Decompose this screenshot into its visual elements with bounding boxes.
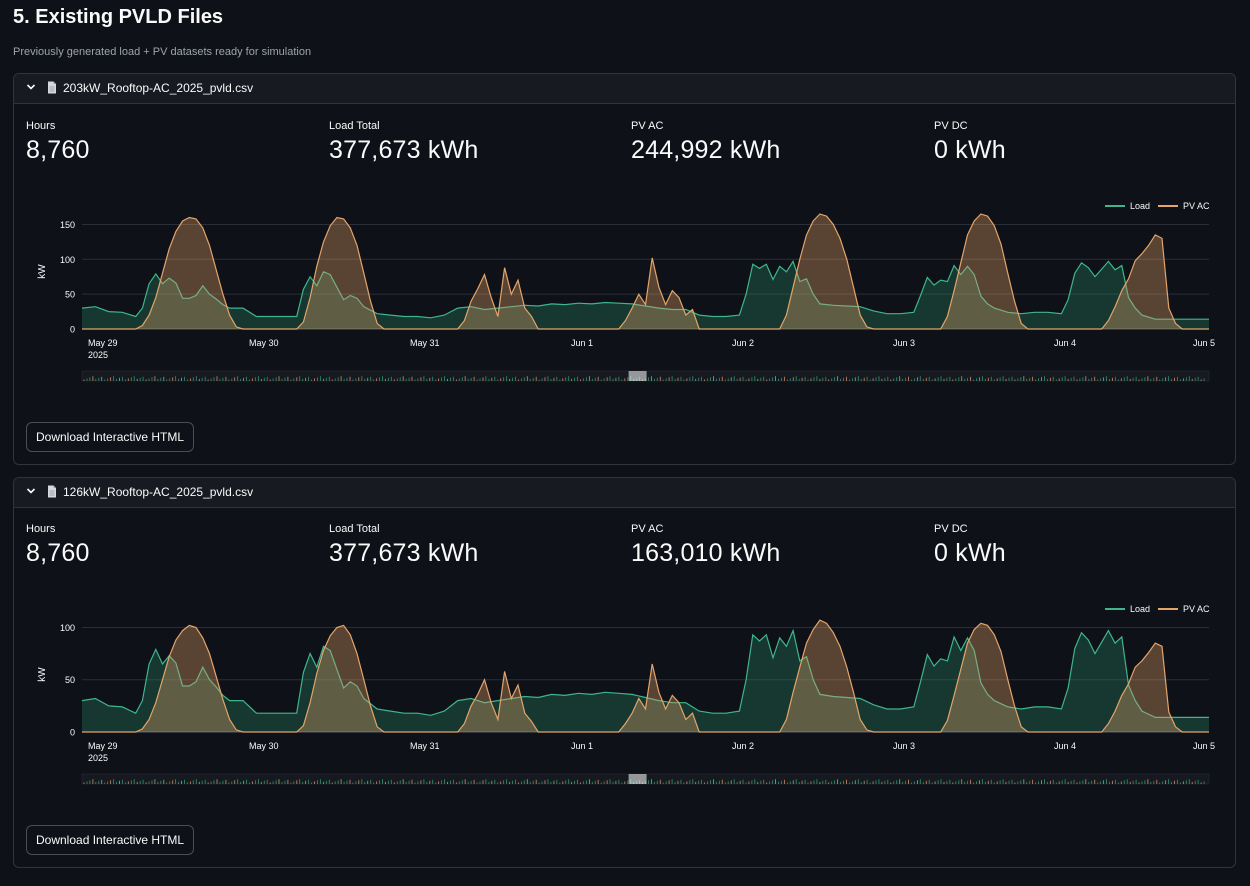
x-tick-sublabel: 2025 (88, 753, 108, 763)
x-tick-label: Jun 4 (1054, 338, 1076, 348)
x-tick-label: Jun 5 (1193, 741, 1215, 751)
file-name: 203kW_Rooftop-AC_2025_pvld.csv (63, 81, 254, 95)
legend-label-load: Load (1130, 201, 1150, 211)
x-tick-label: Jun 3 (893, 741, 915, 751)
y-axis-label: kW (37, 667, 48, 682)
x-tick-label: Jun 1 (571, 338, 593, 348)
metric-value: 377,673 kWh (329, 136, 479, 164)
metric-pv-dc: PV DC 0 kWh (934, 120, 1006, 165)
y-tick-label: 150 (60, 220, 75, 230)
y-tick-label: 100 (60, 623, 75, 633)
metric-label: Load Total (329, 523, 380, 535)
metric-value: 0 kWh (934, 136, 1006, 164)
metric-load-total: Load Total 377,673 kWh (329, 120, 479, 165)
chevron-down-icon[interactable] (26, 82, 36, 92)
y-tick-label: 0 (70, 325, 75, 335)
series-line-load (81, 628, 1209, 718)
x-tick-label: Jun 2 (732, 741, 754, 751)
x-tick-label: Jun 4 (1054, 741, 1076, 751)
legend-label-load: Load (1130, 604, 1150, 614)
metric-hours: Hours 8,760 (26, 523, 90, 568)
metric-pv-ac: PV AC 244,992 kWh (631, 120, 781, 165)
series-line-pv-ac (82, 213, 1209, 330)
expander-file-1: 203kW_Rooftop-AC_2025_pvld.csv Hours 8,7… (13, 73, 1236, 465)
file-icon (48, 81, 56, 94)
metric-value: 244,992 kWh (631, 136, 781, 164)
metric-label: PV DC (934, 120, 968, 132)
metric-value: 0 kWh (934, 539, 1006, 567)
y-axis-label: kW (37, 264, 48, 279)
x-tick-label: May 30 (249, 338, 279, 348)
series-line-pv-ac (82, 619, 1209, 733)
page-subtitle: Previously generated load + PV datasets … (13, 46, 312, 58)
legend-label-pv-ac: PV AC (1183, 604, 1210, 614)
range-slider-selection (628, 774, 647, 784)
x-tick-label: Jun 3 (893, 338, 915, 348)
metric-value: 163,010 kWh (631, 539, 781, 567)
page-title: 5. Existing PVLD Files (13, 6, 224, 28)
range-slider-marks (83, 376, 1205, 381)
metric-hours: Hours 8,760 (26, 120, 90, 165)
x-tick-label: Jun 5 (1193, 338, 1215, 348)
x-tick-label: May 29 (88, 741, 118, 751)
metric-pv-dc: PV DC 0 kWh (934, 523, 1006, 568)
metric-pv-ac: PV AC 163,010 kWh (631, 523, 781, 568)
load-pv-chart[interactable]: 0 50 100 150 kW May 29 2025 May 30 May 31 Jun 1 Ju… (14, 194, 1236, 389)
y-tick-label: 50 (65, 675, 75, 685)
metric-label: PV AC (631, 120, 664, 132)
y-tick-label: 100 (60, 255, 75, 265)
load-pv-chart[interactable]: 0 50 100 kW May 29 2025 May 30 May 31 Jun 1 Jun 2… (14, 597, 1236, 792)
range-slider-marks (83, 779, 1205, 784)
expander-header-2[interactable]: 126kW_Rooftop-AC_2025_pvld.csv (14, 478, 1235, 508)
metric-label: Load Total (329, 120, 380, 132)
expander-header-1[interactable]: 203kW_Rooftop-AC_2025_pvld.csv (14, 74, 1235, 104)
x-tick-label: May 29 (88, 338, 118, 348)
metric-load-total: Load Total 377,673 kWh (329, 523, 479, 568)
x-tick-label: May 31 (410, 338, 440, 348)
series-area-pv-ac (82, 620, 1209, 732)
metric-label: Hours (26, 120, 56, 132)
x-tick-label: Jun 2 (732, 338, 754, 348)
x-tick-sublabel: 2025 (88, 350, 108, 360)
series-line-load (81, 260, 1209, 320)
metric-label: PV DC (934, 523, 968, 535)
metric-value: 8,760 (26, 136, 90, 164)
metric-value: 8,760 (26, 539, 90, 567)
chevron-down-icon[interactable] (26, 486, 36, 496)
range-slider-selection (628, 371, 647, 381)
metric-label: PV AC (631, 523, 664, 535)
series-area-pv-ac (82, 214, 1209, 329)
metric-label: Hours (26, 523, 56, 535)
y-tick-label: 50 (65, 290, 75, 300)
x-tick-label: May 30 (249, 741, 279, 751)
file-icon (48, 485, 56, 498)
legend-label-pv-ac: PV AC (1183, 201, 1210, 211)
file-name: 126kW_Rooftop-AC_2025_pvld.csv (63, 485, 254, 499)
x-tick-label: Jun 1 (571, 741, 593, 751)
x-tick-label: May 31 (410, 741, 440, 751)
download-html-button[interactable]: Download Interactive HTML (26, 422, 195, 452)
expander-file-2: 126kW_Rooftop-AC_2025_pvld.csv Hours 8,7… (13, 477, 1236, 868)
y-tick-label: 0 (70, 728, 75, 738)
download-html-button[interactable]: Download Interactive HTML (26, 825, 195, 855)
metric-value: 377,673 kWh (329, 539, 479, 567)
